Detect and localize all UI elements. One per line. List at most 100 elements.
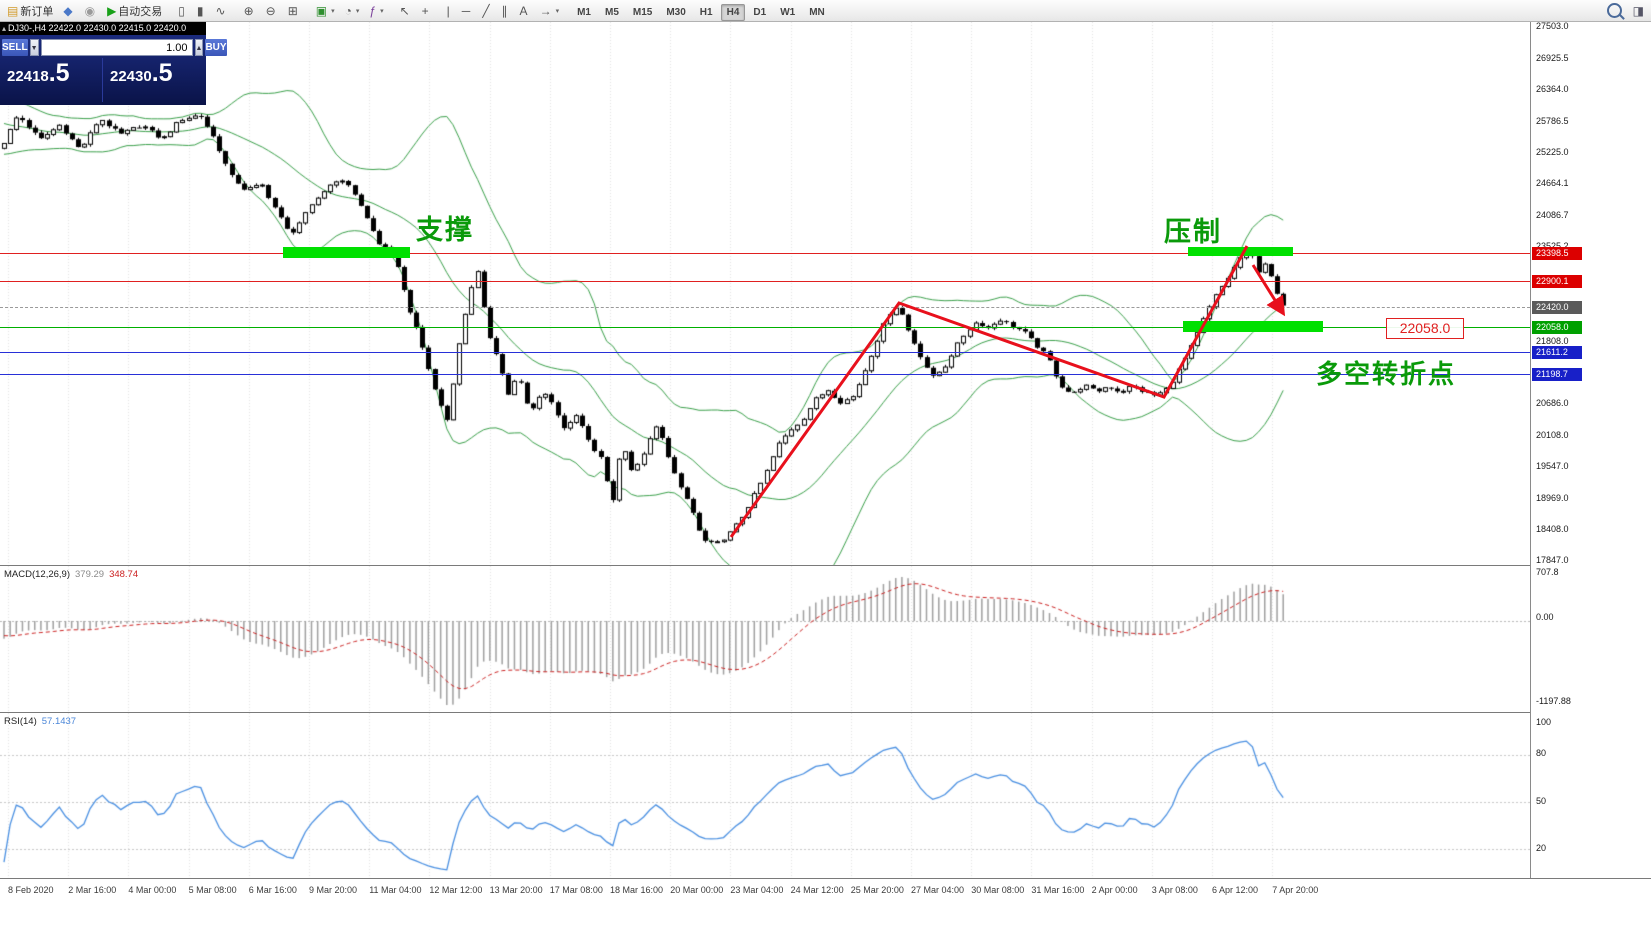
- price-tag-22900.1: 22900.1: [1532, 274, 1582, 288]
- bar-chart-icon-glyph: ▯: [178, 3, 185, 18]
- new-chart-icon[interactable]: ▣ ▾: [312, 0, 339, 21]
- vertical-line-icon[interactable]: |: [443, 0, 456, 21]
- macd-scale-zero: 0.00: [1536, 612, 1554, 622]
- volume-decrease-button[interactable]: ▼: [29, 39, 39, 56]
- time-label: 17 Mar 08:00: [549, 885, 603, 895]
- cursor-icon[interactable]: ↖: [396, 0, 416, 21]
- macd-scale-bottom: -1197.88: [1536, 696, 1571, 706]
- alerts-icon-glyph: ◉: [84, 3, 96, 18]
- timeframe-m1[interactable]: M1: [577, 6, 591, 18]
- alerts-icon[interactable]: ◉: [81, 0, 101, 21]
- level-line-22420.0[interactable]: [0, 307, 1530, 309]
- candlestick-chart-icon[interactable]: ▮: [193, 0, 210, 21]
- line-chart-icon[interactable]: ∿: [212, 0, 232, 21]
- level-line-22900.1[interactable]: [0, 280, 1530, 282]
- volume-increase-button[interactable]: ▲: [194, 39, 204, 56]
- autotrading-button-label: 自动交易: [118, 5, 163, 18]
- price-scale[interactable]: 707.8 0.00 -1197.88 100 80 50 20 27503.0…: [1530, 21, 1651, 878]
- volume-input[interactable]: [40, 39, 193, 56]
- toolbar-tools: ▤ 新订单 ◆ ◉ ▶ 自动交易 ▯ ▮ ∿ ⊕ ⊖ ⊞ ▣ ▾ ◔ ▾ ƒ ▾ ↖ + | ─ ╱ ∥ A → ▾: [2, 0, 570, 21]
- line-chart-icon-glyph: ∿: [215, 3, 226, 18]
- support-annotation: 支撑: [416, 215, 474, 245]
- vertical-line-icon-glyph: |: [446, 3, 450, 18]
- macd-canvas[interactable]: [0, 566, 1530, 712]
- buy-button[interactable]: BUY: [205, 39, 227, 56]
- autotrading-button[interactable]: ▶ 自动交易: [103, 0, 166, 21]
- rsi-canvas[interactable]: [0, 713, 1530, 878]
- main-chart-panel[interactable]: 支撑 压制 多空转折点 22058.0 ▴ DJ30-,H4 22422.0 22…: [0, 22, 1530, 565]
- toolbars-toggle-icon[interactable]: ◨: [1632, 3, 1644, 18]
- search-icon[interactable]: [1606, 3, 1622, 18]
- timeframe-mn[interactable]: MN: [809, 6, 825, 18]
- rsi-scale-50: 50: [1536, 796, 1547, 806]
- arrows-tool-icon[interactable]: → ▾: [536, 0, 564, 21]
- time-label: 8 Feb 2020: [8, 885, 54, 895]
- support-zone-bar: [283, 247, 410, 258]
- zoom-in-icon-glyph: ⊕: [243, 3, 254, 18]
- macd-label: MACD(12,26,9) 379.29 348.74: [4, 569, 139, 580]
- time-label: 12 Mar 12:00: [429, 885, 483, 895]
- timeframe-m15[interactable]: M15: [632, 6, 653, 18]
- level-line-23398.5[interactable]: [0, 252, 1530, 254]
- dropdown-caret-icon: ▾: [331, 7, 335, 15]
- panel-divider: [102, 58, 103, 102]
- price-tick: 25225.0: [1536, 147, 1569, 158]
- equidistant-channel-icon[interactable]: ∥: [498, 0, 514, 21]
- time-label: 31 Mar 16:00: [1031, 885, 1085, 895]
- crosshair-icon[interactable]: +: [418, 0, 435, 21]
- macd-panel[interactable]: MACD(12,26,9) 379.29 348.74: [0, 565, 1530, 712]
- timeframe-d1[interactable]: D1: [753, 6, 767, 18]
- rsi-scale-100: 100: [1536, 717, 1552, 727]
- timeframe-m5[interactable]: M5: [604, 6, 619, 18]
- price-tick: 20686.0: [1536, 397, 1569, 408]
- price-tick: 18408.0: [1536, 523, 1569, 534]
- zoom-in-icon[interactable]: ⊕: [240, 0, 260, 21]
- sell-price[interactable]: 22418.5: [7, 59, 70, 87]
- indicators-icon[interactable]: ƒ ▾: [365, 0, 387, 21]
- candlestick-canvas[interactable]: [0, 22, 1530, 565]
- rsi-scale-20: 20: [1536, 843, 1547, 853]
- time-axis[interactable]: 8 Feb 2020 2 Mar 16:00 4 Mar 00:00 5 Mar 08…: [0, 878, 1651, 945]
- new-order-button[interactable]: ▤ 新订单: [3, 0, 57, 21]
- time-label: 13 Mar 20:00: [489, 885, 543, 895]
- collapse-icon[interactable]: ▴: [2, 24, 7, 33]
- price-tick: 24086.7: [1536, 209, 1569, 220]
- periods-icon[interactable]: ◔ ▾: [341, 0, 364, 21]
- rsi-label: RSI(14) 57.1437: [4, 716, 77, 727]
- time-label: 20 Mar 00:00: [670, 885, 724, 895]
- text-label-icon[interactable]: A: [516, 0, 534, 21]
- timeframe-m30[interactable]: M30: [666, 6, 686, 18]
- time-label: 25 Mar 20:00: [850, 885, 904, 895]
- bar-chart-icon[interactable]: ▯: [174, 0, 191, 21]
- symbol-title: DJ30-,H4 22422.0 22430.0 22415.0 22420.0: [8, 23, 187, 33]
- level-line-21611.2[interactable]: [0, 351, 1530, 353]
- arrows-tool-icon-glyph: →: [539, 3, 552, 18]
- text-label-icon-glyph: A: [519, 3, 528, 18]
- price-callout: 22058.0: [1386, 318, 1464, 339]
- new-order-glyph: ▤: [7, 3, 19, 18]
- timeframe-w1[interactable]: W1: [780, 6, 796, 18]
- price-tick: 18969.0: [1536, 492, 1569, 503]
- buy-price[interactable]: 22430.5: [110, 59, 173, 87]
- rsi-panel[interactable]: RSI(14) 57.1437: [0, 712, 1530, 878]
- charts-icon[interactable]: ◆: [59, 0, 78, 21]
- level-line-21198.7[interactable]: [0, 374, 1530, 376]
- tile-windows-icon[interactable]: ⊞: [284, 0, 304, 21]
- trendline-icon[interactable]: ╱: [478, 0, 495, 21]
- autotrading-glyph: ▶: [107, 3, 117, 18]
- level-line-22058.0[interactable]: [0, 327, 1530, 329]
- timeframe-h1[interactable]: H1: [699, 6, 713, 18]
- horizontal-line-icon[interactable]: ─: [458, 0, 477, 21]
- zoom-out-icon[interactable]: ⊖: [262, 0, 282, 21]
- price-tick: 25786.5: [1536, 116, 1569, 127]
- price-tag-23398.5: 23398.5: [1532, 246, 1582, 260]
- timeframe-h4[interactable]: H4: [720, 3, 746, 21]
- time-label: 27 Mar 04:00: [911, 885, 965, 895]
- time-label: 24 Mar 12:00: [790, 885, 844, 895]
- resistance-zone-bar: [1188, 247, 1293, 256]
- new-chart-icon-glyph: ▣: [315, 3, 328, 18]
- timeframe-bar: M1 M5 M15 M30 H1 H4 D1 W1 MN: [570, 2, 832, 21]
- time-label: 9 Mar 20:00: [309, 885, 358, 895]
- sell-button[interactable]: SELL: [2, 39, 28, 56]
